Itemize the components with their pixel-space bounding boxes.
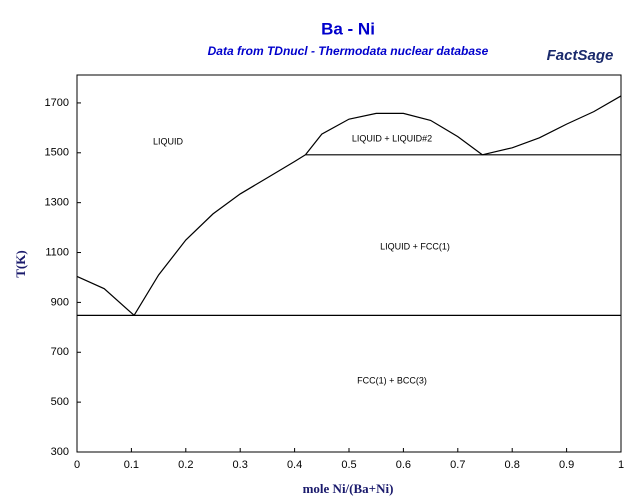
x-tick-label: 0.9 [559, 459, 574, 471]
y-axis-label: T(K) [13, 250, 28, 277]
x-tick-label: 0.8 [505, 459, 520, 471]
x-tick-label: 0.1 [124, 459, 139, 471]
x-axis-label: mole Ni/(Ba+Ni) [303, 481, 394, 496]
x-tick-label: 0.5 [341, 459, 356, 471]
region-label: LIQUID + LIQUID#2 [352, 133, 432, 143]
chart-subtitle: Data from TDnucl - Thermodata nuclear da… [208, 44, 489, 58]
phase-boundary [133, 154, 306, 316]
x-tick-label: 0.6 [396, 459, 411, 471]
phase-boundary [482, 95, 622, 156]
x-tick-label: 1 [618, 459, 624, 471]
y-tick-label: 900 [51, 296, 69, 308]
plot-frame [76, 74, 622, 453]
x-tick-label: 0 [74, 459, 80, 471]
logo: FactSage [547, 47, 614, 64]
chart-title: Ba - Ni [321, 19, 375, 38]
x-tick-label: 0.2 [178, 459, 193, 471]
y-tick-label: 300 [51, 446, 69, 458]
region-label: LIQUID [153, 136, 184, 146]
x-tick-label: 0.3 [233, 459, 248, 471]
phase-boundary [305, 112, 483, 156]
x-tick-label: 0.7 [450, 459, 465, 471]
region-label: FCC(1) + BCC(3) [357, 375, 427, 385]
y-tick-label: 1700 [45, 97, 69, 109]
y-tick-label: 1100 [45, 246, 69, 258]
phase-boundary [76, 275, 135, 316]
y-tick-label: 700 [51, 346, 69, 358]
y-tick-label: 1500 [45, 147, 69, 159]
region-label: LIQUID + FCC(1) [380, 241, 450, 251]
y-tick-label: 1300 [45, 197, 69, 209]
x-tick-label: 0.4 [287, 459, 302, 471]
y-tick-label: 500 [51, 396, 69, 408]
